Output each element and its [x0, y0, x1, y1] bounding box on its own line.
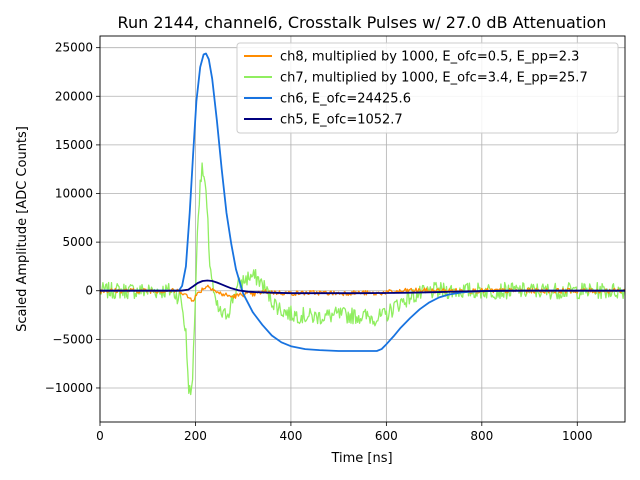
y-tick-label: −10000 — [45, 381, 93, 395]
legend-entry: ch7, multiplied by 1000, E_ofc=3.4, E_pp… — [280, 71, 588, 86]
chart-title: Run 2144, channel6, Crosstalk Pulses w/ … — [118, 13, 607, 32]
x-axis-ticks: 0 200 400 600 800 1000 — [96, 422, 593, 443]
series-line-ch5 — [100, 279, 625, 295]
x-tick-label: 400 — [279, 429, 302, 443]
series-line-ch6 — [100, 52, 625, 352]
x-tick-label: 200 — [184, 429, 207, 443]
legend-entry: ch5, E_ofc=1052.7 — [280, 113, 403, 128]
series-layer — [100, 52, 625, 396]
y-tick-label: 25000 — [55, 41, 93, 55]
x-tick-label: 1000 — [562, 429, 593, 443]
y-tick-label: 5000 — [62, 235, 93, 249]
y-tick-label: 20000 — [55, 89, 93, 103]
legend-box — [236, 42, 619, 134]
y-tick-label: 0 — [85, 284, 93, 298]
legend-entry: ch6, E_ofc=24425.6 — [280, 92, 411, 107]
series-line-ch7 — [100, 162, 625, 396]
y-axis-label: Scaled Amplitude [ADC Counts] — [15, 126, 30, 332]
plot-frame — [99, 35, 626, 423]
y-tick-label: 15000 — [55, 138, 93, 152]
x-tick-label: 0 — [96, 429, 104, 443]
x-axis-label: Time [ns] — [330, 451, 392, 466]
y-axis-ticks: −10000 −5000 0 5000 10000 15000 20000 25000 — [45, 41, 100, 395]
x-tick-label: 600 — [375, 429, 398, 443]
legend-entry: ch8, multiplied by 1000, E_ofc=0.5, E_pp… — [280, 50, 579, 65]
x-tick-label: 800 — [470, 429, 493, 443]
legend: ch8, multiplied by 1000, E_ofc=0.5, E_pp… — [236, 42, 619, 134]
y-tick-label: 10000 — [55, 187, 93, 201]
y-tick-label: −5000 — [52, 332, 93, 346]
